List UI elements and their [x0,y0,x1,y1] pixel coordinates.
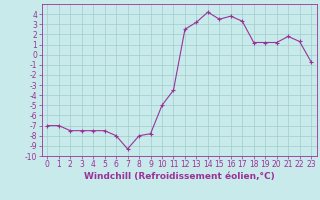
X-axis label: Windchill (Refroidissement éolien,°C): Windchill (Refroidissement éolien,°C) [84,172,275,181]
